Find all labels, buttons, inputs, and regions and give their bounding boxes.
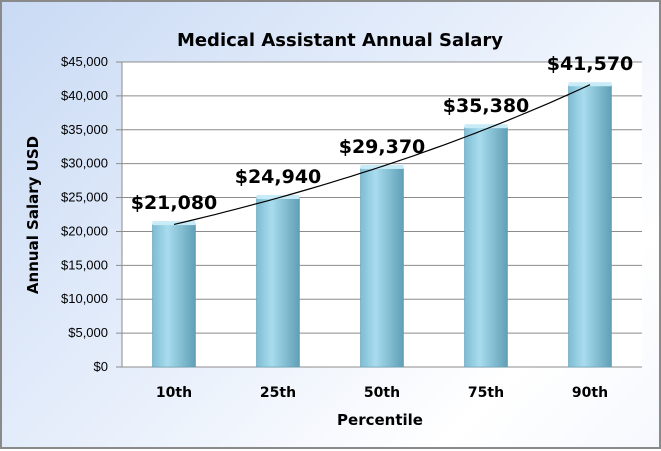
x-tick-label: 90th: [572, 385, 608, 401]
data-label: $21,080: [131, 192, 218, 214]
bar-cap: [256, 194, 300, 199]
y-tick-label: $10,000: [61, 291, 108, 306]
bar-75th: [464, 126, 508, 368]
y-tick-label: $45,000: [61, 54, 108, 69]
bar-90th: [568, 84, 612, 368]
x-tick-label: 75th: [468, 385, 504, 401]
x-tick-label: 50th: [364, 385, 400, 401]
y-tick-label: $20,000: [61, 223, 108, 238]
y-tick-label: $35,000: [61, 122, 108, 137]
data-label: $29,370: [339, 136, 426, 158]
bar-cap: [568, 82, 612, 87]
x-tick-label: 10th: [156, 385, 192, 401]
y-tick-label: $30,000: [61, 156, 108, 171]
x-tick-label: 25th: [260, 385, 296, 401]
bar-cap: [464, 124, 508, 129]
data-label: $35,380: [443, 95, 530, 117]
y-axis-label: Annual Salary USD: [24, 136, 42, 294]
bar-50th: [360, 167, 404, 368]
data-label: $24,940: [235, 166, 322, 188]
x-axis-label: Percentile: [337, 411, 423, 429]
y-tick-label: $15,000: [61, 257, 108, 272]
trendline: [173, 84, 591, 225]
bar-10th: [152, 223, 196, 368]
y-tick-label: $0: [94, 359, 108, 374]
y-tick-label: $5,000: [68, 325, 108, 340]
y-tick-label: $25,000: [61, 190, 108, 205]
chart-title: Medical Assistant Annual Salary: [177, 30, 503, 51]
y-tick-label: $40,000: [61, 88, 108, 103]
bar-cap: [152, 221, 196, 226]
data-label: $41,570: [547, 53, 634, 75]
bar-25th: [256, 197, 300, 368]
